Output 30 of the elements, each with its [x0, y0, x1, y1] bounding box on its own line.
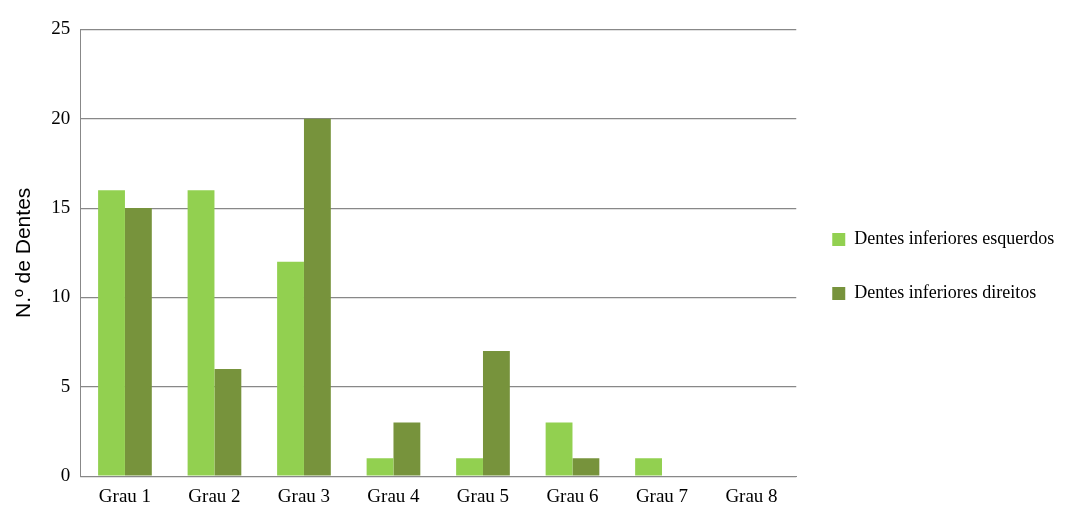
bar: [214, 368, 242, 476]
x-tick-label: Grau 1: [98, 484, 152, 506]
bar: [366, 458, 394, 476]
bar: [98, 190, 125, 476]
legend-label: Dentes inferiores direitos: [854, 282, 1037, 303]
bar: [482, 351, 510, 476]
bar: [456, 458, 483, 476]
y-tick-label: 10: [51, 285, 71, 307]
legend-label: Dentes inferiores esquerdos: [854, 228, 1055, 249]
bar: [277, 261, 304, 476]
x-tick-label: Grau 7: [635, 484, 689, 506]
x-tick-label: Grau 2: [188, 484, 241, 506]
bar: [124, 208, 152, 476]
bar: [393, 422, 421, 476]
bar: [187, 190, 215, 476]
x-tick-label: Grau 3: [277, 484, 331, 506]
y-tick-label: 20: [51, 106, 71, 128]
x-tick-label: Grau 5: [456, 484, 510, 506]
bar: [635, 458, 662, 476]
x-tick-label: Grau 4: [367, 484, 421, 506]
y-axis-title: N.º de Dentes: [11, 187, 35, 318]
x-tick-label: Grau 8: [725, 484, 778, 506]
y-tick-label: 5: [60, 374, 71, 396]
bar: [545, 422, 573, 476]
y-tick-label: 0: [60, 464, 71, 486]
y-tick-label: 15: [51, 196, 71, 218]
x-tick-label: Grau 6: [546, 484, 599, 506]
y-tick-label: 25: [51, 17, 71, 39]
bar: [303, 118, 331, 476]
bar: [572, 458, 600, 476]
